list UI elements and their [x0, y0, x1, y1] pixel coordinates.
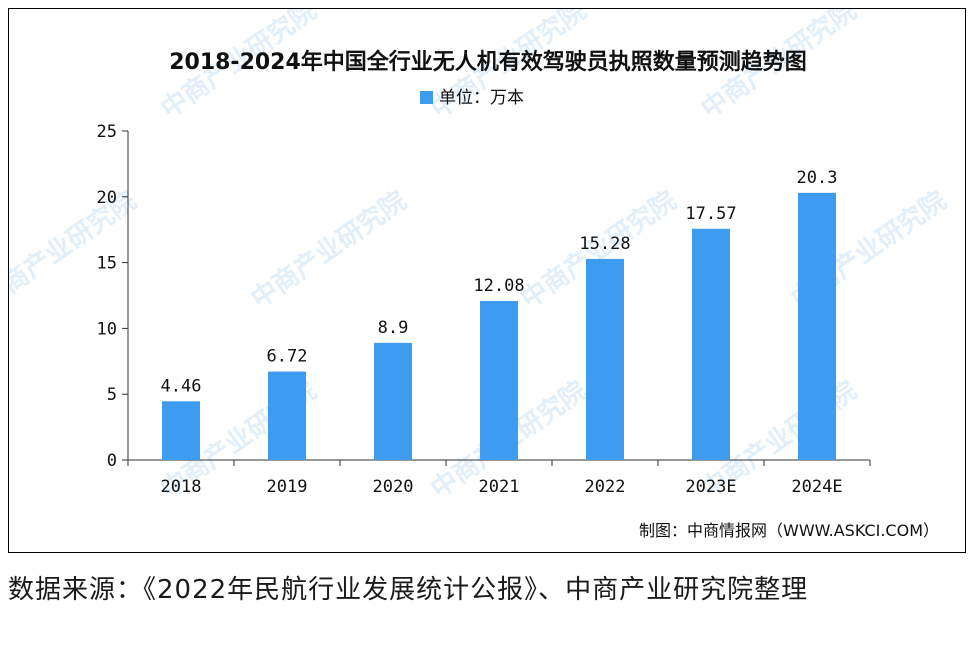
x-tick-label: 2020: [373, 477, 414, 497]
watermark-text: 中商产业研究院: [9, 185, 142, 315]
bar-value-label: 12.08: [473, 276, 524, 296]
bar: [586, 258, 624, 460]
axes: 0 5 10 15 20 25 2018 2019 2020 2021 2022 2023E 2024E: [97, 122, 871, 497]
bar-value-label: 4.46: [161, 376, 202, 396]
y-tick-label: 5: [107, 385, 117, 405]
x-tick-label: 2021: [479, 477, 520, 497]
bar: [692, 228, 730, 460]
chart-frame: 中商产业研究院 中商产业研究院 中商产业研究院 中商产业研究院 中商产业研究院 中商产业研…: [8, 8, 966, 553]
chart-credit: 制图：中商情报网（WWW.ASKCI.COM）: [639, 521, 939, 540]
source-note: 数据来源：《2022年民航行业发展统计公报》、中商产业研究院整理: [8, 575, 809, 605]
bars: [162, 192, 836, 461]
bar: [480, 301, 518, 460]
watermark-text: 中商产业研究院: [245, 185, 412, 315]
chart-title: 2018-2024年中国全行业无人机有效驾驶员执照数量预测趋势图: [169, 49, 807, 75]
x-tick-label: 2018: [161, 477, 202, 497]
y-tick-label: 15: [97, 254, 117, 274]
bar-value-label: 17.57: [685, 204, 736, 224]
x-tick-label: 2024E: [791, 477, 842, 497]
x-tick-label: 2022: [585, 477, 626, 497]
bar: [268, 371, 306, 460]
bar-value-label: 8.9: [378, 318, 409, 338]
value-labels: 4.46 6.72 8.9 12.08 15.28 17.57 20.3: [161, 168, 838, 396]
y-tick-label: 20: [97, 188, 117, 208]
legend-swatch: [420, 91, 433, 104]
x-tick-label: 2023E: [685, 477, 736, 497]
bar: [798, 192, 836, 461]
y-tick-label: 0: [107, 451, 117, 471]
bar-value-label: 6.72: [267, 347, 308, 367]
legend-label: 单位：万本: [439, 88, 524, 108]
x-tick-label: 2019: [267, 477, 308, 497]
y-tick-label: 25: [97, 122, 117, 142]
bar: [162, 401, 200, 460]
bar: [374, 342, 412, 460]
bar-value-label: 20.3: [797, 168, 838, 188]
bar-value-label: 15.28: [579, 234, 630, 254]
y-tick-label: 10: [97, 319, 117, 339]
